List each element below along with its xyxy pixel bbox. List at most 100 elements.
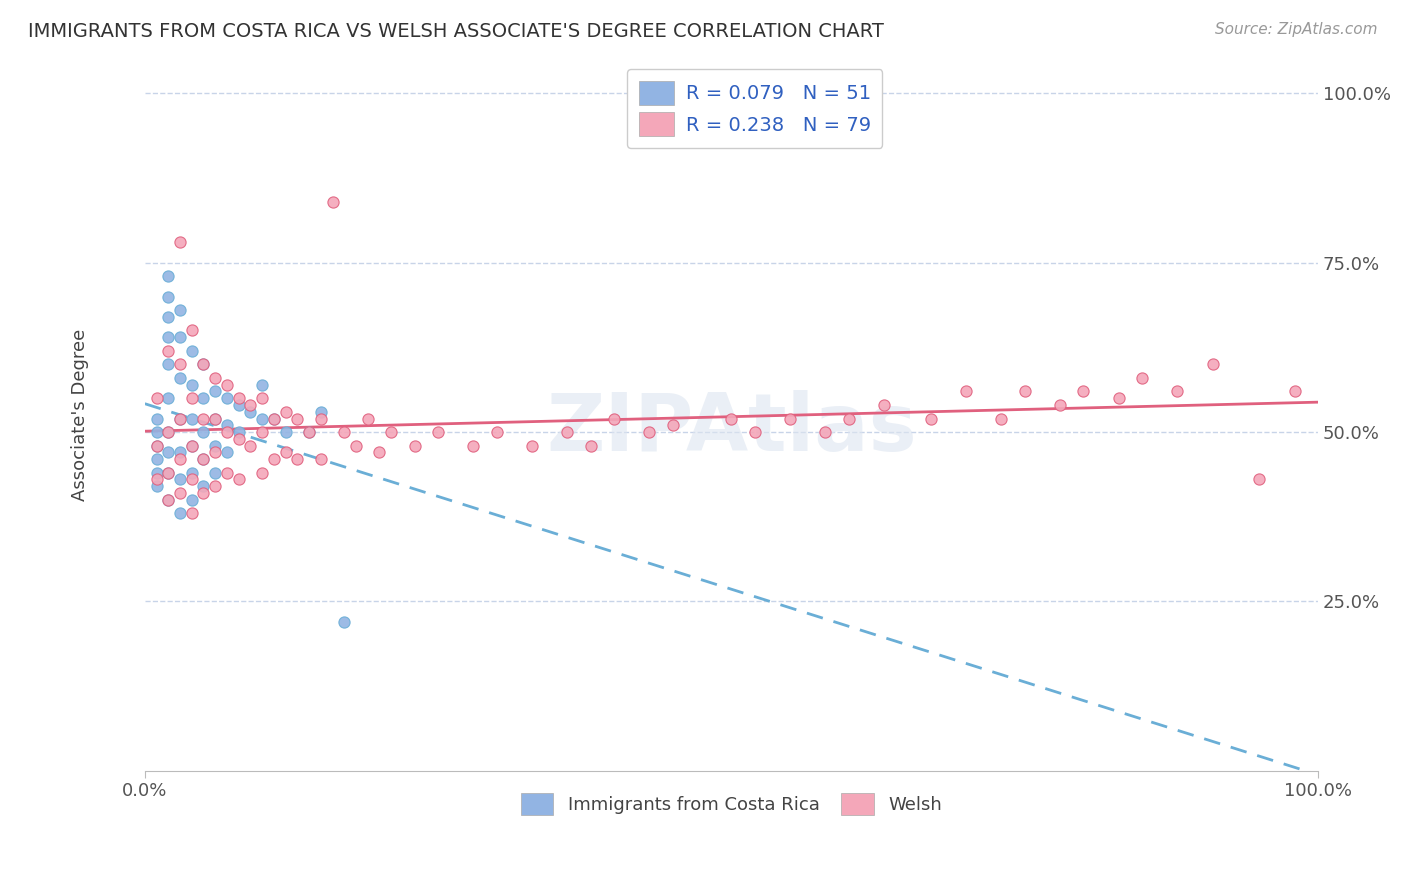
Point	[169, 235, 191, 250]
Point	[204, 384, 226, 399]
Point	[193, 411, 215, 425]
Point	[333, 615, 356, 629]
Point	[285, 452, 308, 467]
Point	[215, 445, 238, 459]
Text: Source: ZipAtlas.com: Source: ZipAtlas.com	[1215, 22, 1378, 37]
Point	[239, 439, 262, 453]
Point	[215, 377, 238, 392]
Point	[145, 391, 167, 405]
Point	[263, 452, 285, 467]
Point	[344, 439, 367, 453]
Point	[204, 411, 226, 425]
Point	[204, 466, 226, 480]
Point	[662, 418, 685, 433]
Point	[215, 466, 238, 480]
Point	[180, 411, 202, 425]
Point	[180, 473, 202, 487]
Point	[157, 425, 180, 439]
Point	[274, 425, 297, 439]
Point	[180, 377, 202, 392]
Point	[157, 357, 180, 371]
Point	[250, 466, 273, 480]
Point	[180, 391, 202, 405]
Point	[873, 398, 896, 412]
Point	[263, 411, 285, 425]
Point	[145, 466, 167, 480]
Point	[204, 445, 226, 459]
Point	[145, 439, 167, 453]
Point	[169, 486, 191, 500]
Point	[1249, 473, 1271, 487]
Point	[274, 405, 297, 419]
Point	[228, 432, 250, 446]
Point	[169, 452, 191, 467]
Point	[555, 425, 578, 439]
Point	[955, 384, 977, 399]
Point	[157, 466, 180, 480]
Point	[215, 425, 238, 439]
Point	[157, 492, 180, 507]
Legend: Immigrants from Costa Rica, Welsh: Immigrants from Costa Rica, Welsh	[510, 782, 953, 826]
Point	[145, 473, 167, 487]
Point	[157, 290, 180, 304]
Point	[145, 411, 167, 425]
Point	[157, 492, 180, 507]
Point	[193, 452, 215, 467]
Point	[814, 425, 837, 439]
Point	[638, 425, 661, 439]
Point	[720, 411, 742, 425]
Point	[298, 425, 321, 439]
Point	[169, 411, 191, 425]
Point	[145, 479, 167, 493]
Point	[579, 439, 602, 453]
Point	[838, 411, 860, 425]
Point	[180, 439, 202, 453]
Point	[204, 371, 226, 385]
Point	[333, 425, 356, 439]
Point	[169, 473, 191, 487]
Point	[157, 269, 180, 284]
Point	[1130, 371, 1153, 385]
Point	[250, 391, 273, 405]
Point	[239, 398, 262, 412]
Point	[520, 439, 543, 453]
Point	[180, 324, 202, 338]
Point	[193, 479, 215, 493]
Point	[157, 425, 180, 439]
Point	[322, 194, 344, 209]
Point	[193, 357, 215, 371]
Point	[250, 377, 273, 392]
Point	[193, 486, 215, 500]
Point	[779, 411, 801, 425]
Point	[1284, 384, 1306, 399]
Point	[228, 425, 250, 439]
Point	[309, 405, 332, 419]
Point	[180, 492, 202, 507]
Point	[157, 391, 180, 405]
Point	[1166, 384, 1188, 399]
Point	[263, 411, 285, 425]
Y-axis label: Associate's Degree: Associate's Degree	[72, 329, 89, 501]
Point	[145, 425, 167, 439]
Point	[145, 452, 167, 467]
Point	[157, 343, 180, 358]
Point	[1049, 398, 1071, 412]
Point	[380, 425, 402, 439]
Point	[228, 473, 250, 487]
Point	[169, 411, 191, 425]
Point	[990, 411, 1012, 425]
Point	[357, 411, 380, 425]
Point	[193, 357, 215, 371]
Point	[1014, 384, 1036, 399]
Point	[744, 425, 766, 439]
Point	[485, 425, 508, 439]
Point	[309, 452, 332, 467]
Point	[169, 445, 191, 459]
Point	[157, 310, 180, 324]
Point	[309, 411, 332, 425]
Point	[157, 445, 180, 459]
Point	[193, 391, 215, 405]
Point	[157, 466, 180, 480]
Point	[603, 411, 626, 425]
Point	[215, 418, 238, 433]
